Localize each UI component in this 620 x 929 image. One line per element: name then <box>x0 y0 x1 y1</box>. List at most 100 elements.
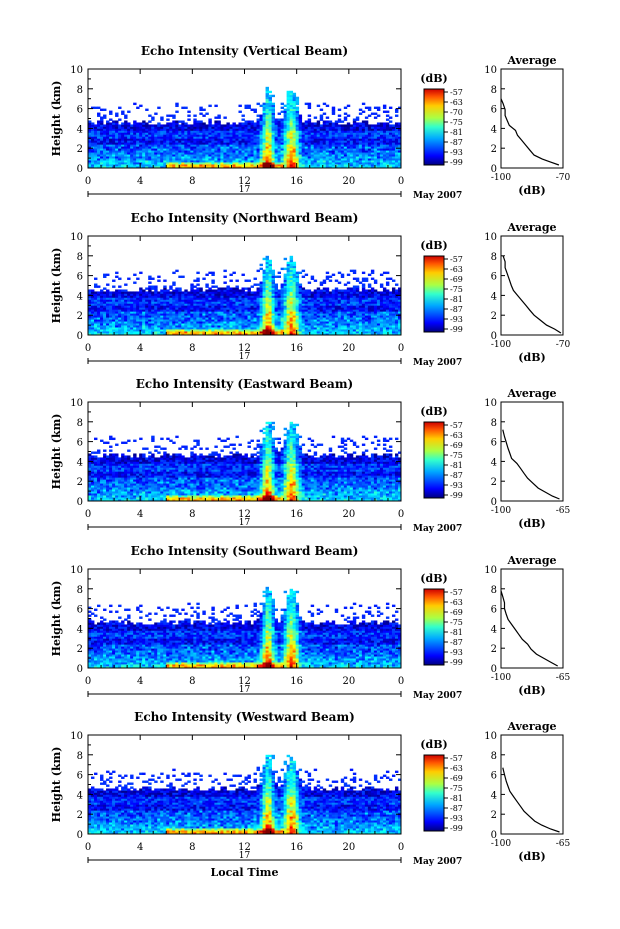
field-cell <box>301 297 306 300</box>
average-y-tick-label: 2 <box>491 144 497 155</box>
field-cell <box>145 126 149 129</box>
field-cell <box>172 154 176 157</box>
field-cell <box>385 128 390 131</box>
field-cell <box>139 130 143 133</box>
field-cell <box>334 158 339 161</box>
field-cell <box>118 309 122 312</box>
field-cell <box>262 104 266 108</box>
field-cell <box>148 136 152 139</box>
field-cell <box>226 315 230 318</box>
field-cell <box>97 152 101 155</box>
field-cell <box>187 319 191 322</box>
field-cell <box>277 156 282 159</box>
field-cell <box>151 293 155 296</box>
field-cell <box>205 128 209 131</box>
field-cell <box>328 120 333 123</box>
field-cell <box>301 323 306 326</box>
field-cell <box>325 148 330 151</box>
field-cell <box>172 309 176 312</box>
field-cell <box>214 311 218 314</box>
field-cell <box>151 146 155 149</box>
field-cell <box>343 124 348 127</box>
field-cell <box>382 126 387 129</box>
field-cell <box>253 295 257 298</box>
field-cell <box>307 134 312 137</box>
field-cell <box>394 130 399 133</box>
field-cell <box>172 116 176 119</box>
field-cell <box>118 106 122 109</box>
field-cell <box>259 104 263 108</box>
field-cell <box>286 162 291 165</box>
field-cell <box>127 140 131 143</box>
colorbar-tick-label: -63 <box>450 98 463 107</box>
field-cell <box>175 321 179 324</box>
field-cell <box>178 295 182 298</box>
field-cell <box>316 104 321 108</box>
field-cell <box>391 124 396 127</box>
field-cell <box>322 144 327 147</box>
field-cell <box>355 146 360 149</box>
field-cell <box>301 319 306 322</box>
field-cell <box>265 275 269 278</box>
field-cell <box>244 148 248 151</box>
field-cell <box>295 148 300 151</box>
field-cell <box>331 321 336 324</box>
field-cell <box>325 303 330 306</box>
field-cell <box>124 313 128 316</box>
field-cell <box>331 146 336 149</box>
field-cell <box>136 325 140 328</box>
field-cell <box>115 271 119 275</box>
field-cell <box>181 134 185 137</box>
field-cell <box>118 303 122 306</box>
field-cell <box>148 166 152 169</box>
field-cell <box>265 327 269 330</box>
field-cell <box>106 273 110 276</box>
field-cell <box>229 299 233 302</box>
field-cell <box>148 277 152 280</box>
field-cell <box>397 140 402 143</box>
field-cell <box>160 317 164 320</box>
field-cell <box>253 301 257 304</box>
field-cell <box>256 307 260 310</box>
field-cell <box>391 142 396 145</box>
field-cell <box>262 142 266 145</box>
field-cell <box>178 152 182 155</box>
field-cell <box>268 116 272 119</box>
field-cell <box>244 128 248 131</box>
field-cell <box>331 289 336 292</box>
average-x-tick-label: -70 <box>556 173 571 183</box>
field-cell <box>247 140 251 143</box>
field-cell <box>238 311 242 314</box>
field-cell <box>196 166 200 169</box>
field-cell <box>304 126 309 129</box>
field-cell <box>181 164 185 167</box>
field-cell <box>301 333 306 336</box>
field-cell <box>292 313 297 316</box>
field-cell <box>229 162 233 165</box>
field-cell <box>214 315 218 318</box>
field-cell <box>181 307 185 310</box>
field-cell <box>220 162 224 165</box>
field-cell <box>220 136 224 139</box>
field-cell <box>130 313 134 316</box>
field-cell <box>280 140 285 143</box>
field-cell <box>256 126 260 129</box>
field-cell <box>397 162 402 165</box>
field-cell <box>370 166 375 169</box>
field-cell <box>109 164 113 167</box>
field-cell <box>142 158 146 161</box>
field-cell <box>247 313 251 316</box>
field-cell <box>178 126 182 129</box>
field-cell <box>214 313 218 316</box>
field-cell <box>262 295 266 298</box>
field-cell <box>292 126 297 129</box>
field-cell <box>352 142 357 145</box>
field-cell <box>280 152 285 155</box>
field-cell <box>301 295 306 298</box>
field-cell <box>310 325 315 328</box>
field-cell <box>319 118 324 121</box>
field-cell <box>238 317 242 320</box>
field-cell <box>253 156 257 159</box>
field-cell <box>289 156 294 159</box>
field-cell <box>316 148 321 151</box>
